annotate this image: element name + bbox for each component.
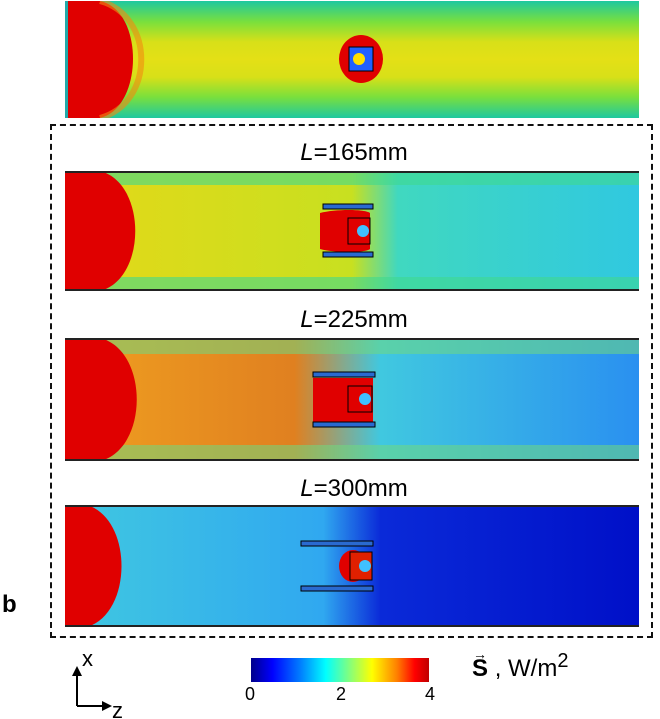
field-map-reference [65,1,639,118]
panel-1-label: L=165mm [300,139,408,166]
colorbar-tick: 0 [245,684,256,704]
axes-indicator: x z [72,648,123,718]
panel-2-label: L=225mm [300,306,408,333]
colorbar-tick: 4 [425,684,436,704]
field-map-panel-3 [65,505,639,627]
panel-3-label: L=300mm [300,475,408,502]
axis-x-label: x [82,648,93,671]
colorbar-label: → S , W/m2 [472,646,569,682]
field-map-panel-1 [65,171,639,291]
colorbar-tick: 2 [336,684,347,704]
field-map-panel-2 [65,338,639,461]
panel-group-frame [50,124,653,638]
colorbar [251,658,429,682]
figure-label: b [2,591,17,618]
axis-z-label: z [112,698,123,718]
